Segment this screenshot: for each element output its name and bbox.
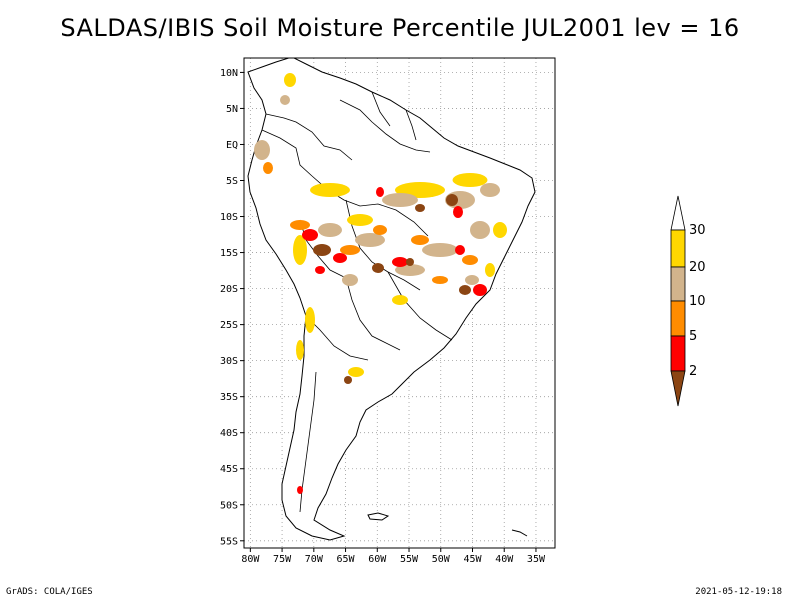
legend-label-30: 30	[689, 223, 706, 238]
percentile-patch	[313, 244, 331, 256]
lat-tick-label: 55S	[220, 536, 238, 547]
legend-swatch-2-5	[670, 335, 686, 372]
percentile-patch	[473, 284, 487, 296]
footer-credit: GrADS: COLA/IGES	[6, 587, 93, 597]
legend-swatch-20-30	[670, 229, 686, 268]
footer-timestamp: 2021-05-12-19:18	[695, 587, 782, 597]
percentile-patch	[293, 235, 307, 265]
lat-tick-label: 10S	[220, 212, 238, 223]
percentile-patch	[422, 243, 458, 257]
percentile-patch	[297, 486, 303, 494]
lon-tick-label: 40W	[495, 554, 514, 565]
color-legend	[670, 195, 686, 407]
percentile-patch	[493, 222, 507, 238]
percentile-patch	[348, 367, 364, 377]
lat-tick-label: 35S	[220, 392, 238, 403]
percentile-patch	[318, 223, 342, 237]
falkland-islands	[367, 512, 390, 521]
lat-tick-label: 5N	[226, 104, 238, 115]
percentile-patch	[315, 266, 325, 274]
latitude-tick-labels: 10N 5N EQ 5S 10S 15S 20S 25S 30S 35S 40S 45S 50S 55S	[220, 68, 244, 547]
percentile-patches	[254, 73, 507, 494]
lon-tick-label: 60W	[368, 554, 387, 565]
percentile-patch	[290, 220, 310, 230]
lat-tick-label: 15S	[220, 248, 238, 259]
legend-above-30-triangle	[670, 195, 686, 231]
percentile-patch	[376, 187, 384, 197]
percentile-patch	[284, 73, 296, 87]
percentile-patch	[372, 263, 384, 273]
lat-tick-label: 20S	[220, 284, 238, 295]
percentile-patch	[485, 263, 495, 277]
longitude-tick-labels: 80W 75W 70W 65W 60W 55W 50W 45W 40W 35W	[241, 548, 546, 565]
lon-tick-label: 75W	[273, 554, 292, 565]
lat-tick-label: 30S	[220, 356, 238, 367]
lon-tick-label: 35W	[527, 554, 546, 565]
lon-tick-label: 45W	[463, 554, 482, 565]
lon-tick-label: 55W	[400, 554, 419, 565]
percentile-patch	[340, 245, 360, 255]
percentile-patch	[452, 173, 488, 187]
map-frame	[243, 57, 556, 549]
lat-tick-label: EQ	[226, 140, 238, 151]
legend-swatch-10-20	[670, 266, 686, 302]
percentile-patch	[411, 235, 429, 245]
percentile-patch	[382, 193, 418, 207]
lat-tick-label: 25S	[220, 320, 238, 331]
lat-tick-label: 40S	[220, 428, 238, 439]
legend-label-5: 5	[689, 329, 697, 344]
legend-label-2: 2	[689, 364, 697, 379]
lon-tick-label: 65W	[337, 554, 356, 565]
percentile-patch	[395, 264, 425, 276]
legend-label-20: 20	[689, 260, 706, 275]
percentile-patch	[446, 194, 458, 206]
percentile-patch	[373, 225, 387, 235]
percentile-patch	[392, 257, 408, 267]
percentile-patch	[392, 295, 408, 305]
percentile-patch	[310, 183, 350, 197]
south-georgia	[511, 529, 528, 537]
legend-label-10: 10	[689, 294, 706, 309]
percentile-patch	[302, 229, 318, 241]
percentile-patch	[462, 255, 478, 265]
lat-tick-label: 50S	[220, 500, 238, 511]
percentile-patch	[344, 376, 352, 384]
percentile-patch	[432, 276, 448, 284]
lat-tick-label: 45S	[220, 464, 238, 475]
lat-tick-label: 5S	[226, 176, 238, 187]
percentile-patch	[470, 221, 490, 239]
lon-tick-label: 80W	[241, 554, 260, 565]
percentile-patch	[480, 183, 500, 197]
percentile-patch	[305, 307, 315, 333]
percentile-patch	[263, 162, 273, 174]
percentile-patch	[280, 95, 290, 105]
percentile-patch	[415, 204, 425, 212]
percentile-patch	[459, 285, 471, 295]
percentile-patch	[355, 233, 385, 247]
legend-swatch-5-10	[670, 300, 686, 337]
lat-tick-label: 10N	[220, 68, 238, 79]
percentile-patch	[342, 274, 358, 286]
percentile-patch	[333, 253, 347, 263]
legend-below-2-triangle	[670, 370, 686, 407]
percentile-patch	[455, 245, 465, 255]
map-title: SALDAS/IBIS Soil Moisture Percentile JUL…	[60, 14, 740, 42]
lon-tick-label: 70W	[305, 554, 324, 565]
lon-tick-label: 50W	[432, 554, 451, 565]
percentile-patch	[453, 206, 463, 218]
percentile-patch	[465, 275, 479, 285]
percentile-patch	[296, 340, 304, 360]
percentile-patch	[347, 214, 373, 226]
percentile-patch	[406, 258, 414, 266]
country-borders	[261, 91, 453, 513]
percentile-patch	[254, 140, 270, 160]
